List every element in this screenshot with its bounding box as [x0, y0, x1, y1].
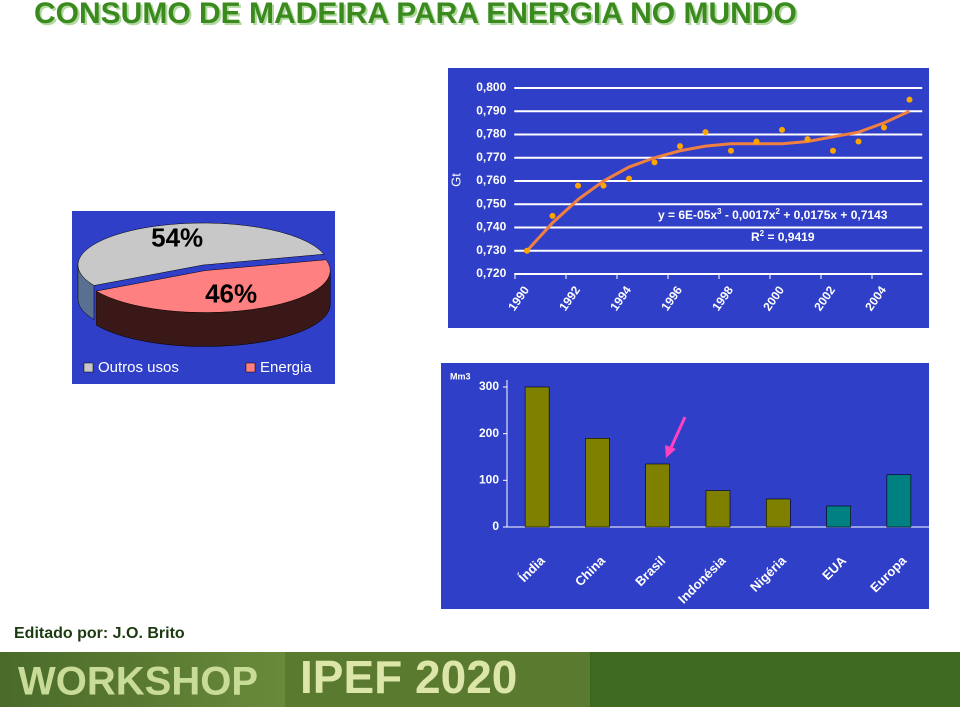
arrow-head	[665, 445, 676, 458]
point	[626, 175, 632, 182]
point	[524, 247, 530, 254]
annotation: R2 = 0,9419	[751, 229, 815, 245]
point	[855, 138, 862, 145]
point	[906, 96, 913, 103]
banner-text: WORKSHOP	[18, 660, 258, 704]
annotation-part: R	[751, 230, 760, 244]
y-tick-label: 0,800	[476, 80, 506, 94]
y-tick-label: 0,730	[476, 243, 506, 257]
y-tick-label: 300	[479, 379, 499, 393]
point	[881, 124, 887, 131]
annotation-part: y = 6E-05x	[658, 208, 717, 222]
bar	[645, 463, 671, 528]
y-axis-label: Gt	[448, 173, 463, 187]
point	[728, 147, 734, 154]
y-tick-label: 0,750	[476, 196, 506, 210]
annotation: y = 6E-05x3 - 0,0017x2 + 0,0175x + 0,714…	[658, 207, 888, 223]
pie-slice	[77, 222, 325, 286]
bar-panel	[441, 363, 929, 609]
y-axis-label: Mm3	[450, 371, 471, 381]
y-tick-label: 100	[479, 473, 499, 487]
bar	[705, 490, 731, 528]
credit: Editado por: J.O. Brito	[14, 625, 185, 642]
arrow	[668, 416, 687, 451]
bar	[585, 438, 610, 528]
point	[779, 126, 785, 133]
superscript: 2	[760, 229, 765, 238]
title: CONSUMO DE MADEIRA PARA ENERGIA NO MUNDO	[34, 0, 797, 30]
superscript: 2	[776, 207, 781, 216]
data-label: 54%	[151, 223, 203, 253]
point	[702, 129, 709, 136]
legend-swatch	[245, 362, 256, 373]
point	[549, 212, 556, 219]
point	[753, 138, 760, 145]
legend-swatch	[83, 362, 94, 373]
y-tick-label: 0,760	[476, 173, 506, 187]
point	[575, 182, 581, 189]
banner-forest	[592, 652, 960, 707]
legend-label: Energia	[260, 359, 312, 376]
point	[830, 147, 836, 154]
point	[677, 143, 683, 150]
bar	[886, 474, 912, 528]
title-shadow: CONSUMO DE MADEIRA PARA ENERGIA NO MUNDO	[36, 0, 799, 32]
bar	[826, 505, 851, 528]
bar	[765, 498, 791, 528]
pie-slice	[95, 259, 331, 313]
banner-mid	[285, 652, 590, 707]
legend-label: Outros usos	[98, 359, 179, 376]
annotation-part: = 0,9419	[764, 230, 815, 244]
y-tick-label: 0,780	[476, 127, 506, 141]
superscript: 3	[717, 207, 722, 216]
trend-line	[525, 109, 911, 252]
y-tick-label: 0,770	[476, 150, 506, 164]
point	[804, 136, 811, 143]
bar	[524, 386, 550, 528]
banner-text: IPEF 2020	[300, 651, 517, 703]
y-tick-label: 0	[492, 519, 499, 533]
point	[651, 159, 658, 166]
data-label: 46%	[205, 279, 257, 309]
y-tick-label: 200	[479, 426, 499, 440]
y-tick-label: 0,790	[476, 103, 506, 117]
y-tick-label: 0,720	[476, 266, 506, 280]
point	[600, 182, 607, 189]
y-tick-label: 0,740	[476, 220, 506, 234]
annotation-part: + 0,0175x + 0,7143	[780, 208, 888, 222]
annotation-part: - 0,0017x	[722, 208, 776, 222]
